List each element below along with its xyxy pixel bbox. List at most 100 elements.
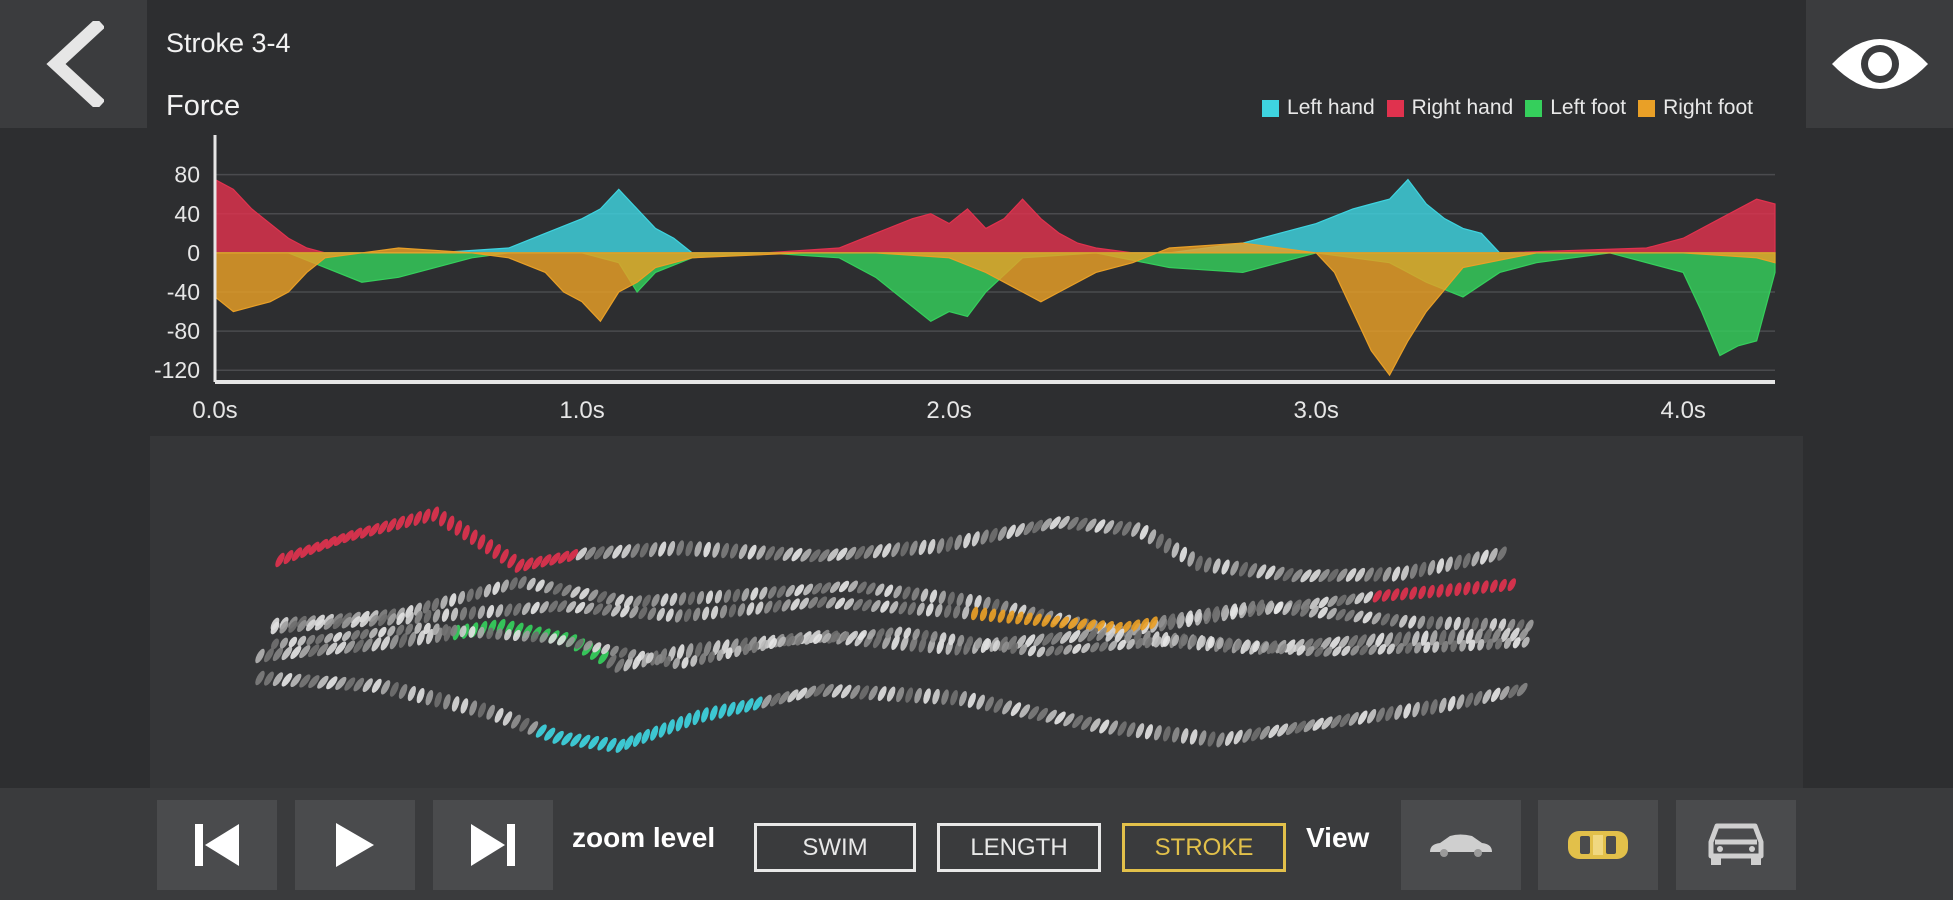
trajectory-segment xyxy=(812,582,823,595)
trajectory-segment xyxy=(633,595,643,608)
trajectory-segment xyxy=(353,639,364,653)
trajectory-segment xyxy=(838,580,850,593)
trajectory-segment xyxy=(574,638,584,649)
trajectory-segment xyxy=(1362,611,1373,624)
trajectory-segment xyxy=(769,692,781,707)
trajectory-segment xyxy=(439,511,447,527)
trajectory-segment xyxy=(1427,584,1435,599)
trajectory-segment xyxy=(889,601,899,614)
zoom-length-button[interactable]: LENGTH xyxy=(937,823,1101,872)
trajectory-segment xyxy=(665,608,674,622)
trajectory-segment xyxy=(903,627,912,639)
trajectory-segment xyxy=(1373,567,1383,582)
trajectory-segment xyxy=(1336,594,1347,607)
trajectory-segment xyxy=(645,652,654,664)
trajectory-segment xyxy=(923,688,931,704)
trajectory-segment xyxy=(527,721,539,735)
trajectory-segment xyxy=(882,634,891,650)
trajectory-segment xyxy=(1465,692,1474,708)
trajectory-segment xyxy=(1133,629,1142,645)
trajectory-segment xyxy=(325,536,337,549)
trajectory-segment xyxy=(431,597,440,612)
trajectory-segment xyxy=(593,546,605,560)
trajectory-segment xyxy=(1418,561,1427,578)
trajectory-segment xyxy=(584,546,596,560)
trajectory-segment xyxy=(971,531,980,547)
trajectory-segment xyxy=(558,550,570,564)
trajectory-segment xyxy=(1036,707,1049,722)
trajectory-segment xyxy=(767,586,777,599)
trajectory-segment xyxy=(909,540,918,556)
trajectory-segment xyxy=(264,648,274,663)
trajectory-segment xyxy=(803,583,814,596)
trajectory-segment xyxy=(288,620,298,633)
trajectory-segment xyxy=(738,544,748,560)
trajectory-segment xyxy=(1006,524,1016,539)
y-tick-label: -40 xyxy=(167,279,200,305)
trajectory-segment xyxy=(725,647,733,660)
trajectory-segment xyxy=(976,694,985,710)
skip-previous-button[interactable] xyxy=(157,800,277,890)
trajectory-segment xyxy=(612,544,623,559)
trajectory-segment xyxy=(1472,581,1480,595)
trajectory-segment xyxy=(579,587,590,600)
trajectory-segment xyxy=(1163,537,1172,554)
stroke-3d-view[interactable] xyxy=(150,436,1803,788)
legend-label-right-hand: Right hand xyxy=(1411,96,1514,119)
trajectory-segment xyxy=(648,542,658,558)
trajectory-segment xyxy=(368,522,380,537)
trajectory-segment xyxy=(744,698,754,713)
trajectory-segment xyxy=(1336,568,1348,582)
trajectory-segment xyxy=(396,612,405,626)
eye-button[interactable] xyxy=(1806,0,1953,128)
trajectory-segment xyxy=(1019,704,1031,718)
trajectory-segment xyxy=(836,547,848,561)
trajectory-segment xyxy=(1309,569,1321,583)
trajectory-segment xyxy=(1509,627,1520,642)
trajectory-segment xyxy=(326,676,338,690)
trajectory-segment xyxy=(405,605,414,619)
trajectory-segment xyxy=(813,683,825,697)
trajectory-segment xyxy=(1327,568,1339,582)
trajectory-segment xyxy=(1489,618,1498,632)
trajectory-segment xyxy=(333,533,346,547)
trajectory-segment xyxy=(1273,566,1285,581)
trajectory-segment xyxy=(548,633,558,644)
trajectory-segment xyxy=(1103,520,1115,534)
trajectory-segment xyxy=(765,546,775,561)
trajectory-segment xyxy=(1508,684,1519,699)
view-front-button[interactable] xyxy=(1676,800,1796,890)
trajectory-segment xyxy=(984,696,994,712)
trajectory-segment xyxy=(956,592,964,607)
trajectory-segment xyxy=(614,594,625,607)
trajectory-segment xyxy=(1108,720,1119,735)
trajectory-segment xyxy=(737,603,746,617)
trajectory-segment xyxy=(459,606,468,621)
zoom-swim-button[interactable]: SWIM xyxy=(754,823,916,872)
trajectory-segment xyxy=(716,649,724,661)
trajectory-segment xyxy=(867,629,876,640)
trajectory-segment xyxy=(760,639,769,652)
trajectory-segment xyxy=(1023,521,1034,536)
trajectory-segment xyxy=(272,647,284,662)
trajectory-segment xyxy=(925,603,934,617)
view-side-button[interactable] xyxy=(1401,800,1521,890)
trajectory-segment xyxy=(566,549,579,562)
trajectory-segment xyxy=(1189,729,1198,745)
trajectory-segment xyxy=(432,609,441,623)
trajectory-segment xyxy=(477,605,486,620)
view-top-button[interactable] xyxy=(1538,800,1658,890)
trajectory-segment xyxy=(504,603,513,617)
zoom-stroke-button[interactable]: STROKE xyxy=(1122,823,1286,872)
play-button[interactable] xyxy=(295,800,415,890)
trajectory-segment xyxy=(575,547,588,561)
trajectory-segment xyxy=(656,607,665,621)
trajectory-segment xyxy=(685,643,694,659)
back-button[interactable] xyxy=(0,0,147,128)
trajectory-segment xyxy=(1247,563,1258,578)
trajectory-segment xyxy=(1300,604,1310,617)
trajectory-segment xyxy=(621,544,632,559)
trajectory-segment xyxy=(1409,586,1418,600)
trajectory-segment xyxy=(414,610,423,624)
skip-next-button[interactable] xyxy=(433,800,553,890)
